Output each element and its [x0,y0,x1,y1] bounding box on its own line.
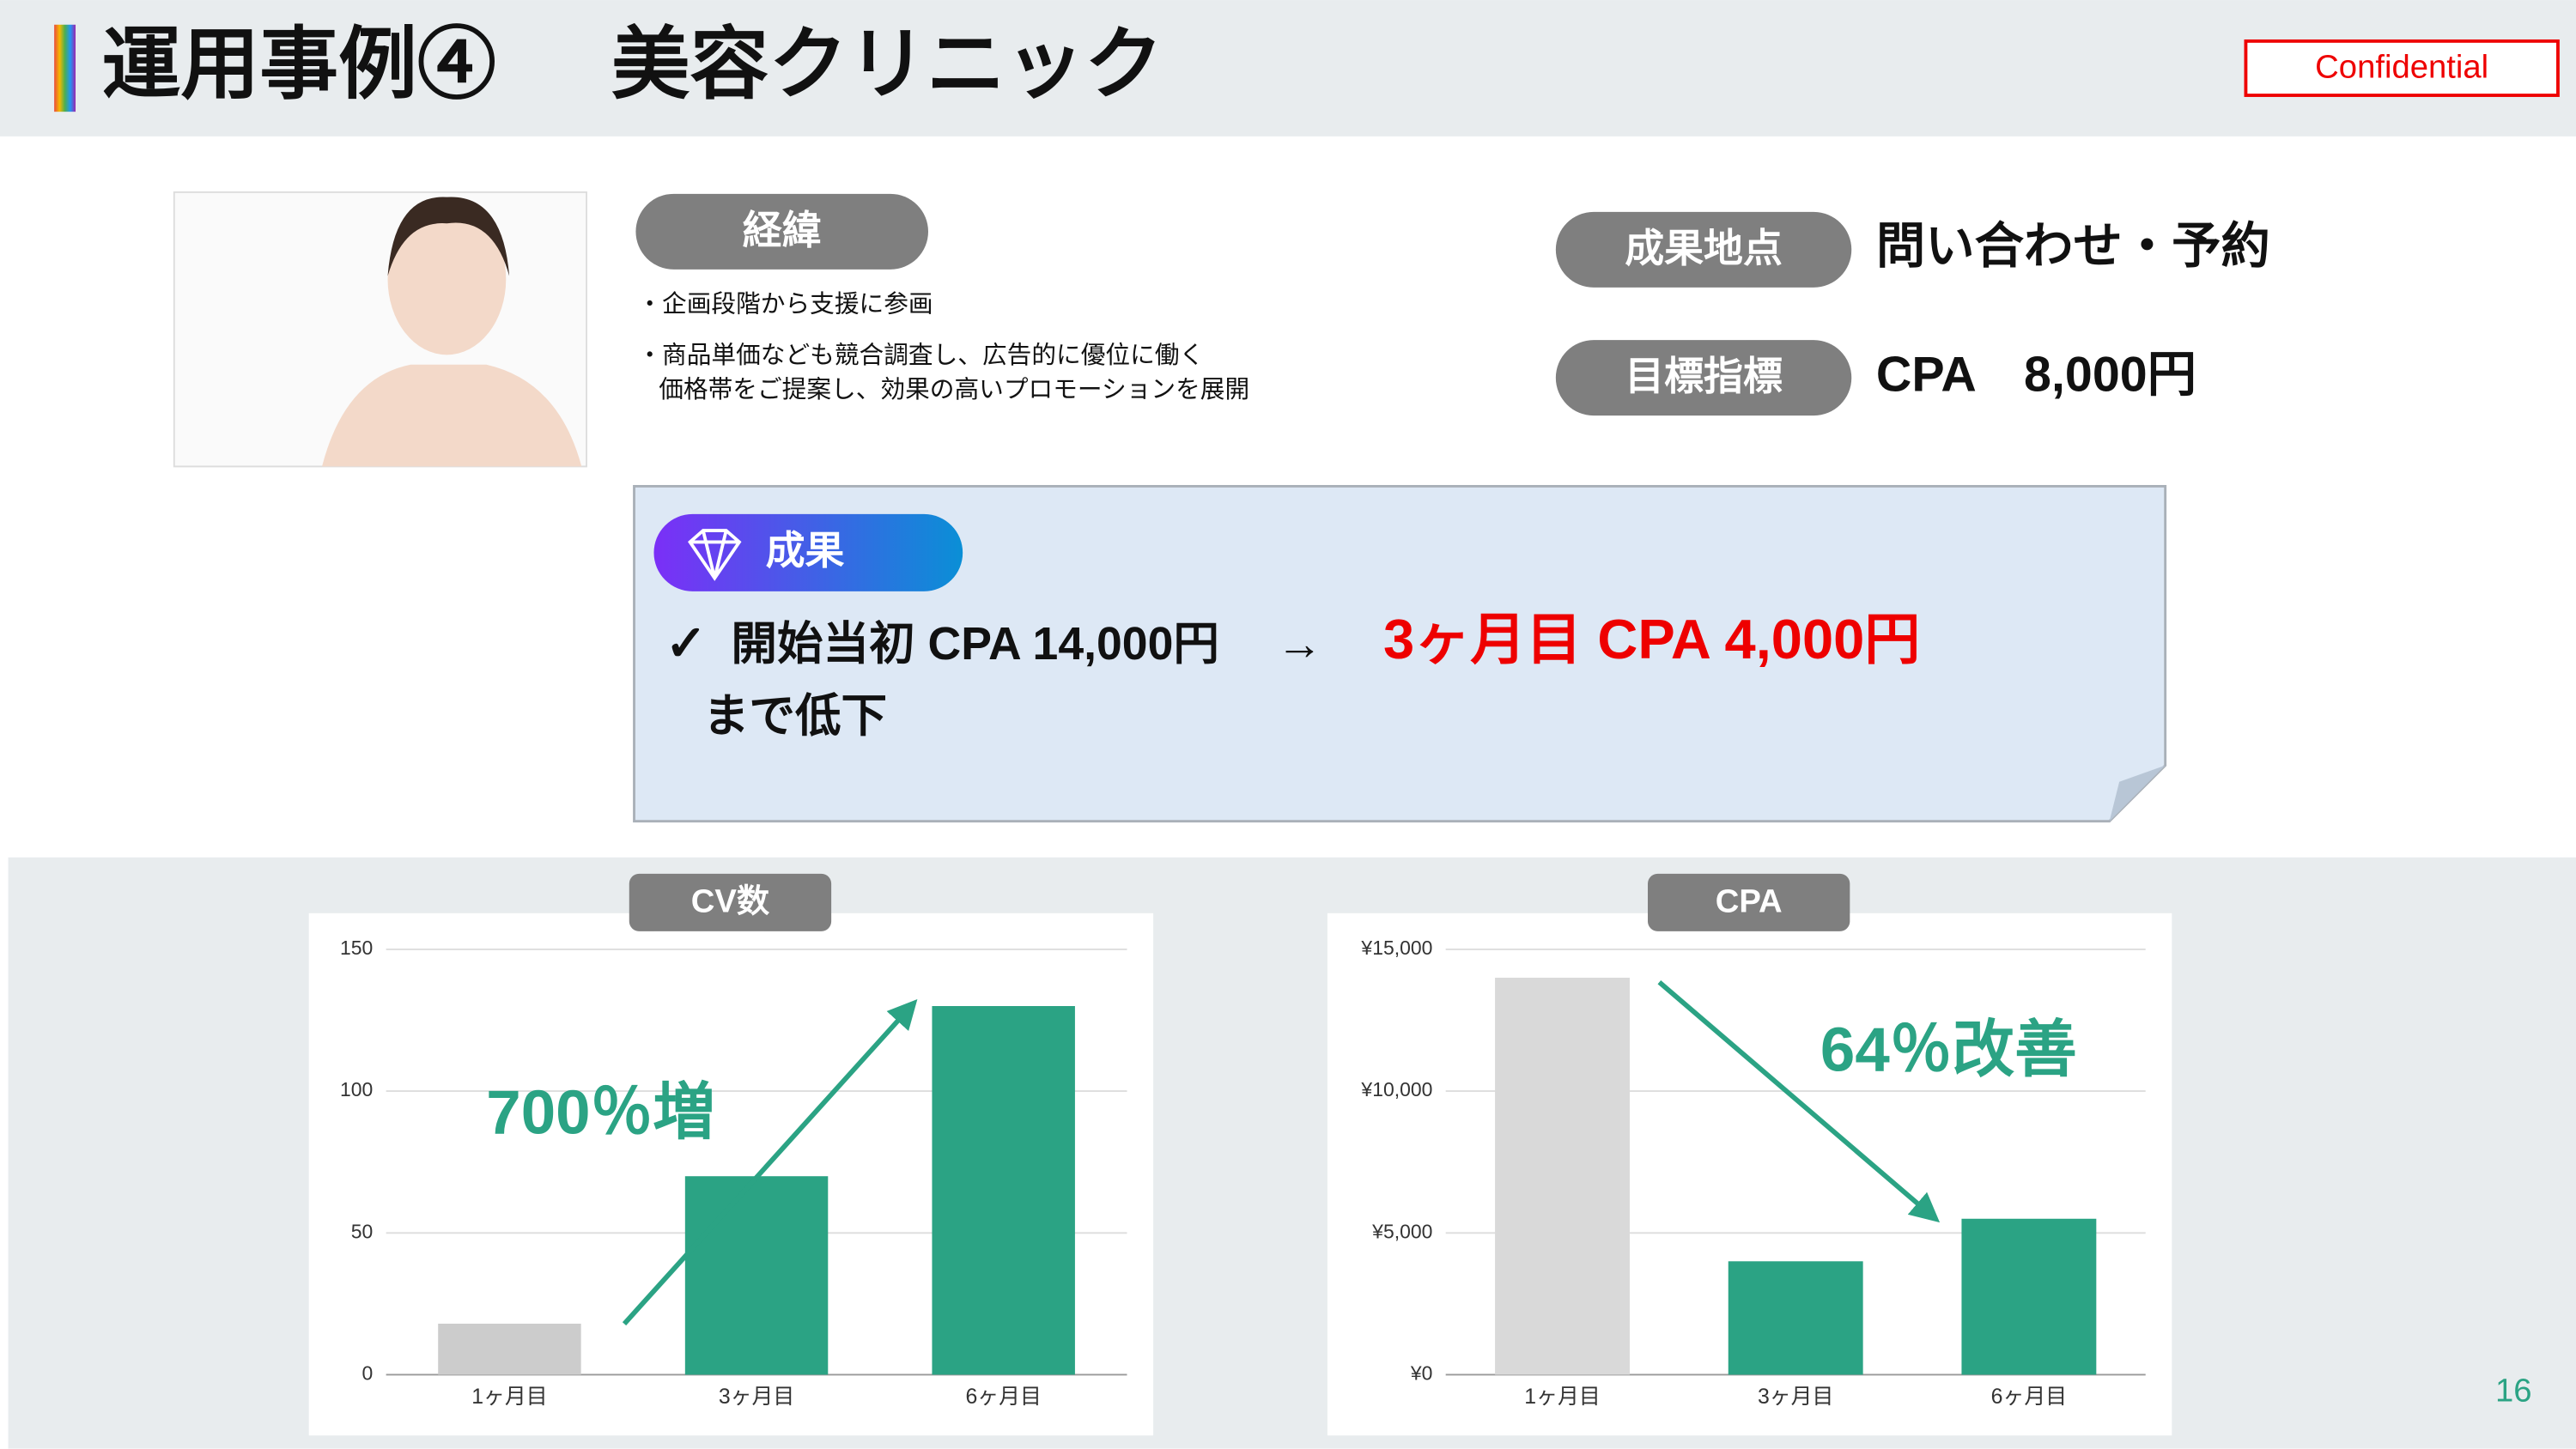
y-tick-label: 100 [340,1078,373,1100]
chart-title-pill [629,873,832,931]
x-tick-label: 3ヶ月目 [1758,1385,1833,1409]
background-line: 価格帯をご提案し、効果の高いプロモーションを展開 [659,376,1249,403]
confidential: Confidential [2315,49,2488,86]
diamond-icon [688,529,742,581]
photo-hair [387,197,510,276]
confidential-box [2244,39,2560,97]
result-fold [2109,765,2166,822]
page-number: 16 [2495,1373,2532,1410]
y-tick-label: 0 [362,1362,374,1385]
result-tail: まで低下 [703,691,887,742]
chart-title-pill [1648,873,1850,931]
result-after: 3ヶ月目 CPA 4,000円 [1383,608,1920,670]
header-bg [0,0,2576,136]
kpi-label: 成果地点 [1625,226,1783,270]
bar [438,1323,581,1375]
x-tick-label: 6ヶ月目 [965,1385,1041,1409]
background-line: ・企画段階から支援に参画 [637,291,933,318]
bar [1495,977,1630,1375]
trend-arrow [622,998,918,1326]
y-tick-label: ¥10,000 [1360,1078,1432,1100]
result-before: 開始当初 CPA 14,000円 [731,619,1219,670]
header-accent [54,24,76,112]
photo-body [322,364,582,467]
kpi-label: 目標指標 [1625,354,1783,398]
bar [932,1005,1075,1375]
x-tick-label: 3ヶ月目 [719,1385,794,1409]
kpi-value: CPA 8,000円 [1876,347,2196,402]
chart-title: CPA [1716,882,1783,919]
y-tick-label: ¥0 [1410,1362,1433,1385]
pill [635,193,928,270]
annotation: 700％増 [486,1077,715,1147]
result-label: 成果 [766,528,845,573]
y-tick-label: ¥5,000 [1371,1220,1432,1242]
result-arrow: → [1277,619,1323,670]
photo-face [387,203,507,355]
check: ✓ [665,616,707,671]
pill [1555,211,1852,288]
bar [684,1176,829,1375]
background-label: 経緯 [743,208,822,252]
y-tick-label: 50 [351,1220,374,1242]
bar [1961,1218,2097,1375]
kpi-value: 問い合わせ・予約 [1876,219,2270,274]
x-tick-label: 6ヶ月目 [1991,1385,2067,1409]
x-tick-label: 1ヶ月目 [1524,1385,1600,1409]
y-tick-label: ¥15,000 [1360,937,1432,959]
bar [1728,1261,1863,1375]
title: 運用事例④ [102,21,496,109]
x-tick-label: 1ヶ月目 [471,1385,547,1409]
annotation: 64％改善 [1820,1016,2077,1085]
y-tick-label: 150 [340,937,373,959]
pill [1555,340,1852,416]
background-line: ・商品単価なども競合調査し、広告的に優位に働く [637,342,1204,369]
subtitle: 美容クリニック [611,21,1163,109]
trend-arrow [1657,980,1941,1223]
chart-title: CV数 [691,882,770,919]
